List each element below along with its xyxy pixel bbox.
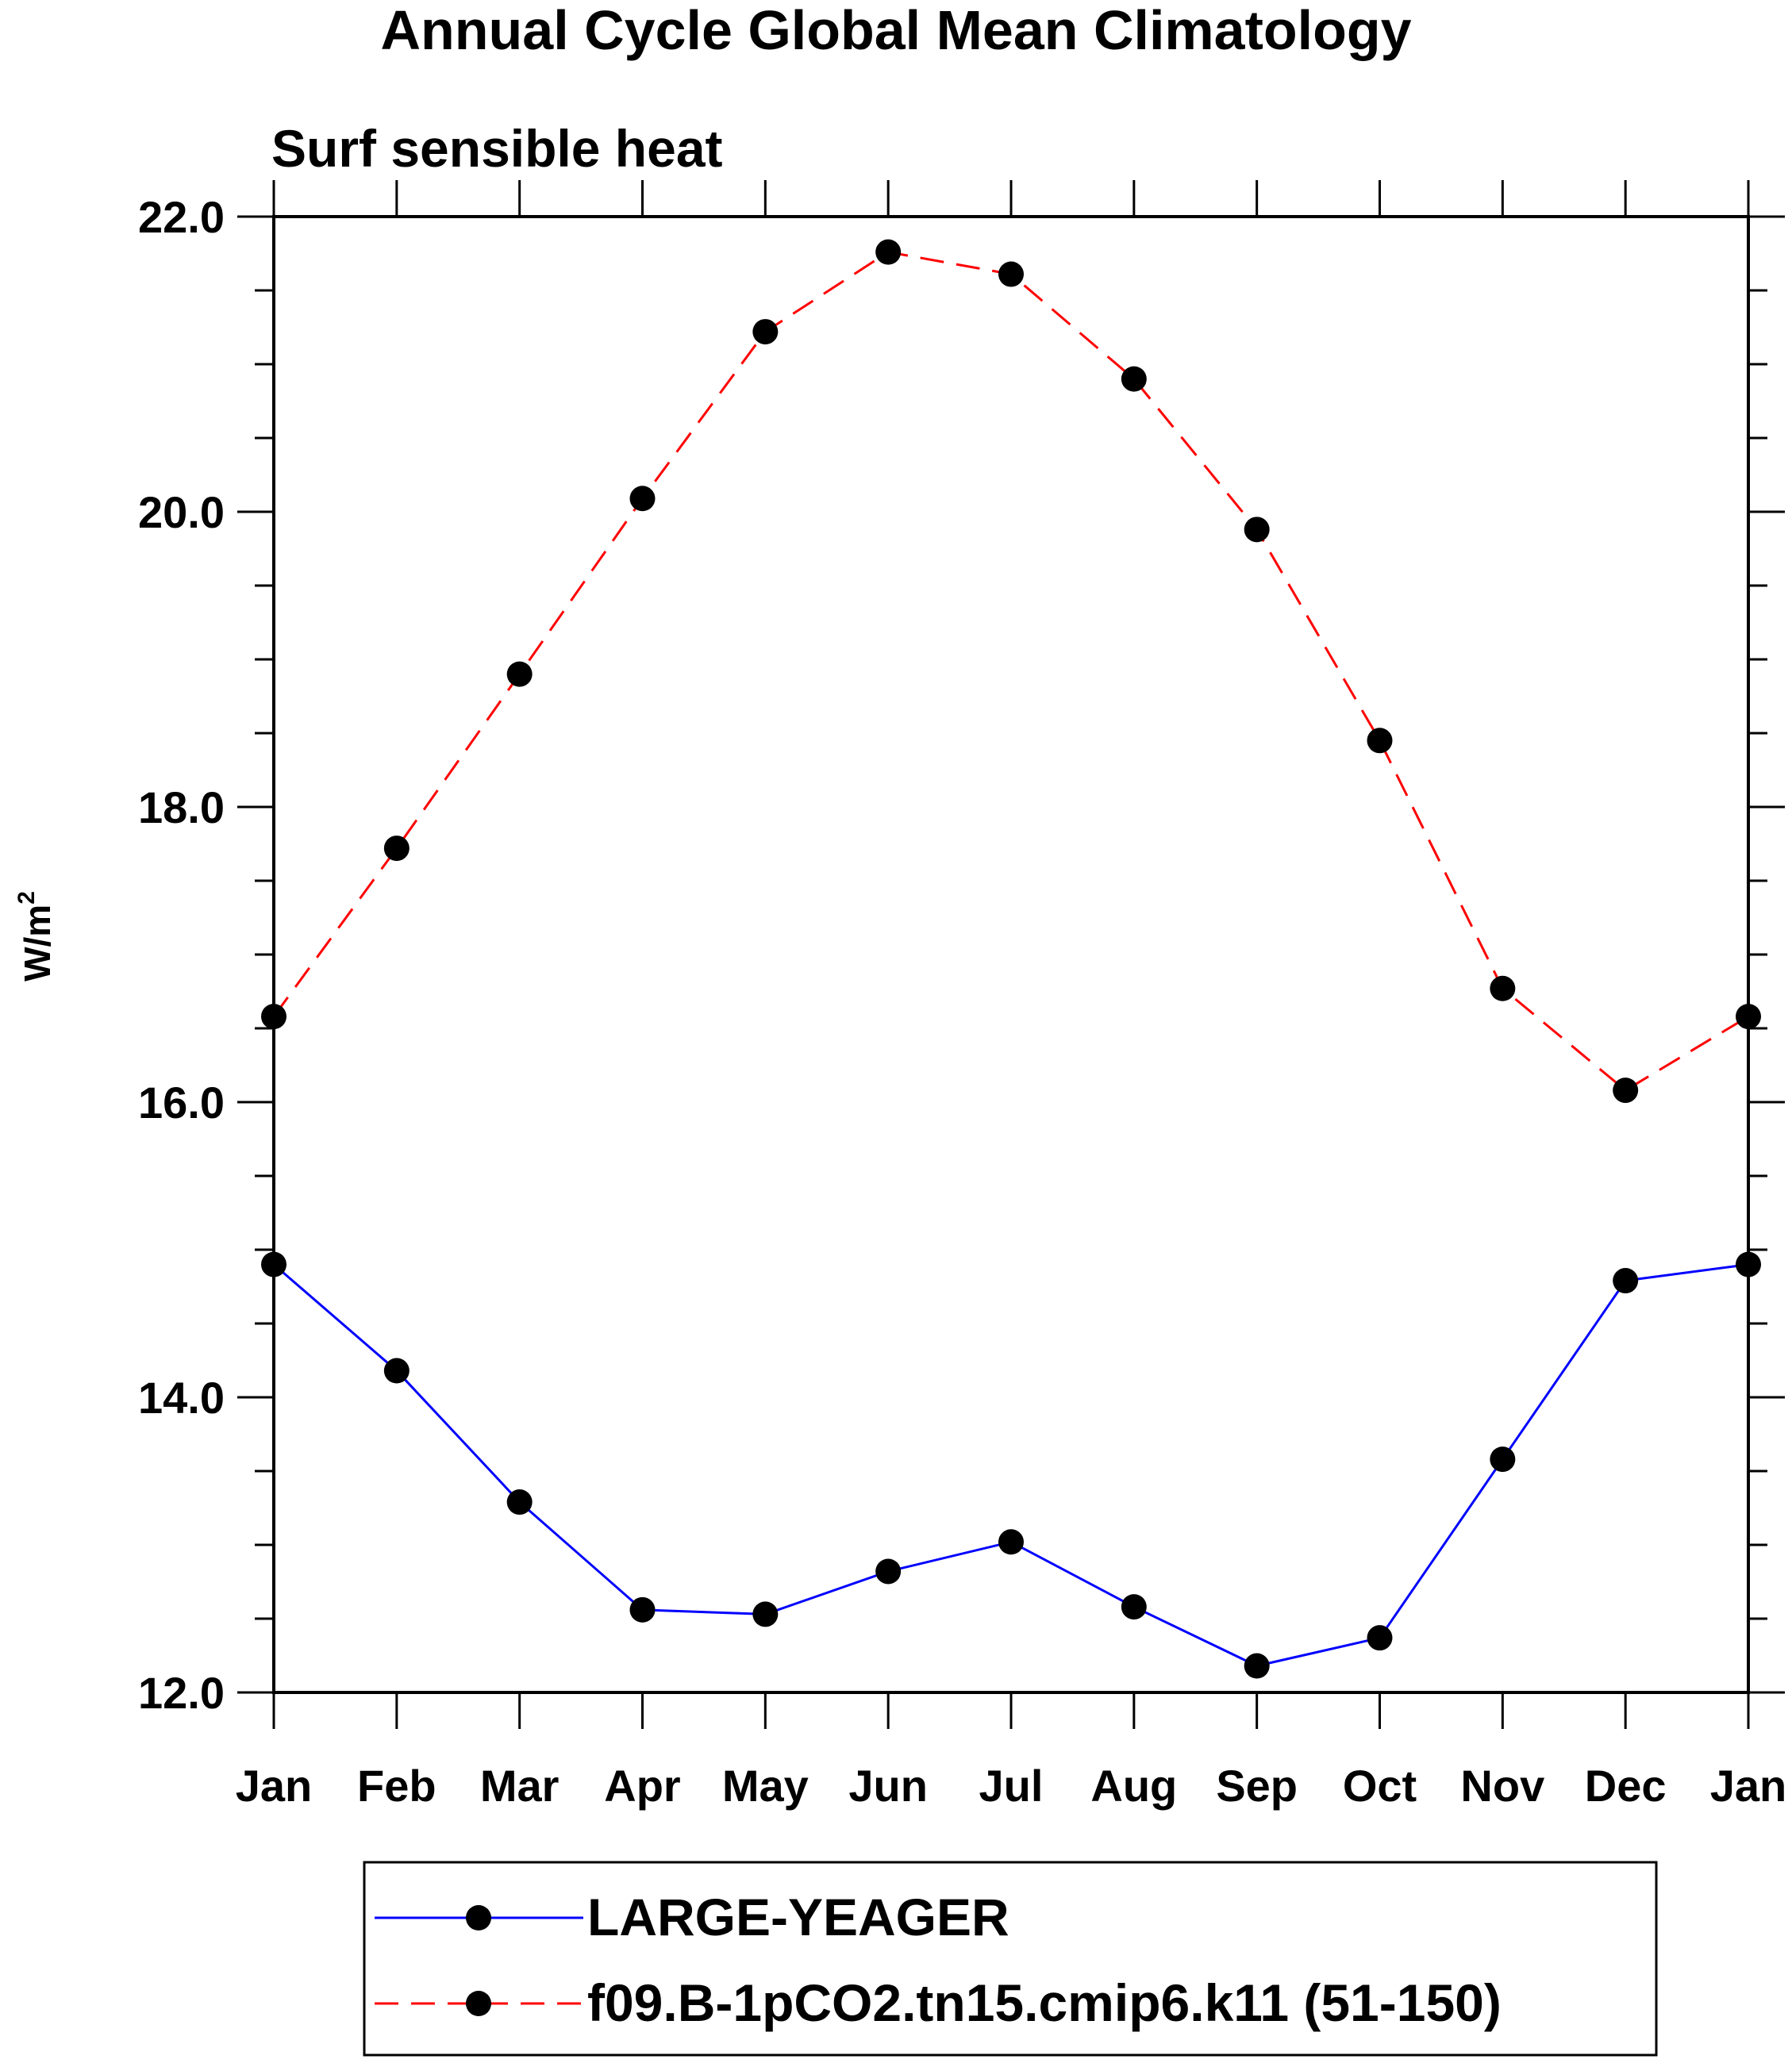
data-point (1490, 1446, 1516, 1473)
x-tick-label: Apr (604, 1761, 680, 1811)
plot-series (261, 239, 1761, 1679)
series-line (272, 251, 1749, 1092)
data-point (998, 1529, 1024, 1555)
x-tick-label: Aug (1090, 1761, 1177, 1811)
x-tick-label: Feb (357, 1761, 436, 1811)
data-point (1613, 1078, 1639, 1104)
data-point (261, 1004, 286, 1030)
legend-label: f09.B-1pCO2.tn15.cmip6.k11 (51-150) (587, 1973, 1502, 2032)
data-point (1490, 975, 1516, 1001)
data-point (1121, 1594, 1147, 1620)
data-point (629, 1596, 656, 1623)
y-tick-label: 14.0 (138, 1373, 225, 1423)
plot-frame (272, 215, 1750, 1694)
data-point (261, 1251, 286, 1277)
legend-marker (466, 1905, 491, 1930)
x-tick-label: Dec (1585, 1761, 1667, 1811)
data-point (629, 486, 656, 512)
series-line (273, 1263, 1749, 1668)
legend-label: LARGE-YEAGER (587, 1888, 1009, 1946)
data-point (1367, 1625, 1393, 1651)
data-point (1736, 1251, 1761, 1277)
x-tick-label: Mar (480, 1761, 560, 1811)
y-axis-label-base: W/m (17, 905, 58, 982)
x-tick-label: Jan (236, 1761, 313, 1811)
data-point (875, 239, 902, 265)
y-tick-label: 20.0 (138, 487, 225, 537)
y-tick-label: 22.0 (138, 192, 225, 242)
y-tick-label: 12.0 (138, 1668, 225, 1718)
y-axis-label-superscript: 2 (13, 891, 40, 905)
axes: 12.0 14.0 16.0 18.0 20.0 22.0 Jan Feb Mar Apr May J… (138, 180, 1786, 1811)
x-tick-label: Sep (1216, 1761, 1298, 1811)
data-point (998, 261, 1024, 287)
x-tick-label: Jul (979, 1761, 1044, 1811)
data-point (1736, 1004, 1761, 1030)
data-point (1244, 517, 1270, 543)
data-point (383, 836, 410, 862)
data-point (383, 1358, 410, 1384)
x-tick-label: Oct (1343, 1761, 1417, 1811)
x-tick-label: Jan (1710, 1761, 1787, 1811)
x-tick-label: May (722, 1761, 809, 1811)
legend-marker (466, 1991, 491, 2016)
data-point (1121, 366, 1147, 392)
data-point (752, 1601, 779, 1627)
data-point (506, 661, 533, 687)
x-tick-label: Nov (1460, 1761, 1544, 1811)
y-tick-label: 16.0 (138, 1078, 225, 1128)
data-point (1367, 728, 1393, 754)
y-axis-label: W/m2 (13, 891, 58, 982)
chart-subtitle: Surf sensible heat (271, 119, 723, 178)
data-point (752, 319, 779, 345)
data-point (875, 1558, 902, 1585)
data-point (506, 1489, 533, 1516)
legend: LARGE-YEAGER f09.B-1pCO2.tn15.cmip6.k11 (… (363, 1861, 1658, 2057)
chart-title: Annual Cycle Global Mean Climatology (380, 0, 1411, 61)
legend-box (363, 1861, 1658, 2057)
data-point (1244, 1653, 1270, 1679)
data-point (1613, 1268, 1639, 1294)
x-tick-label: Jun (848, 1761, 928, 1811)
y-tick-label: 18.0 (138, 782, 225, 832)
